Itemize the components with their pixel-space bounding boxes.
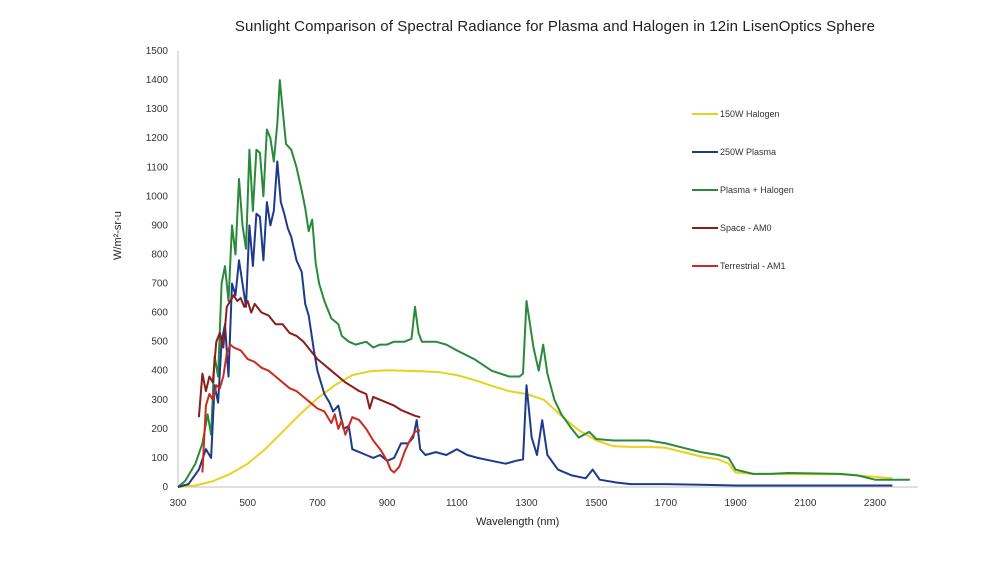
series-line-space-am0	[197, 294, 421, 419]
legend-label-terrestrial-am1: Terrestrial - AM1	[720, 261, 786, 271]
y-tick-label: 700	[151, 279, 168, 290]
y-tick-label: 500	[151, 337, 168, 348]
y-tick-label: 1500	[146, 46, 169, 57]
x-tick-label: 1500	[585, 498, 608, 509]
x-tick-label: 1900	[724, 498, 747, 509]
x-tick-label: 700	[309, 498, 326, 509]
axes: 0 100 200 300 400 500 600 700 800 900 1000 1100 1200…	[146, 46, 918, 509]
y-tick-label: 600	[151, 308, 168, 319]
series-lines	[177, 79, 910, 488]
y-tick-label: 0	[162, 482, 168, 493]
legend-label-space-am0: Space - AM0	[720, 223, 772, 233]
y-tick-label: 200	[151, 424, 168, 435]
x-tick-label: 2300	[864, 498, 887, 509]
y-tick-label: 1000	[146, 191, 169, 202]
legend-label-plasma-halogen: Plasma + Halogen	[720, 185, 794, 195]
series-line-terrestrial-am1	[201, 343, 421, 474]
y-tick-label: 1100	[146, 162, 168, 173]
y-tick-label: 900	[151, 220, 168, 231]
series-line-250w-plasma	[177, 160, 893, 488]
x-axis-label: Wavelength (nm)	[476, 516, 560, 528]
series-line-150w-halogen	[177, 369, 893, 488]
y-tick-label: 1200	[146, 133, 169, 144]
y-tick-label: 300	[151, 395, 168, 406]
legend-label-150w-halogen: 150W Halogen	[720, 109, 780, 119]
series-line-plasma-halogen	[177, 79, 910, 488]
y-tick-label: 100	[151, 453, 168, 464]
x-tick-label: 1300	[515, 498, 538, 509]
y-tick-label: 800	[151, 249, 168, 260]
y-tick-label: 1300	[146, 104, 169, 115]
x-tick-label: 500	[239, 498, 256, 509]
chart-title: Sunlight Comparison of Spectral Radiance…	[234, 18, 876, 35]
y-tick-label: 1400	[146, 75, 169, 86]
legend: 150W Halogen 250W Plasma Plasma + Halogen S…	[692, 109, 794, 271]
x-tick-label: 1100	[446, 498, 468, 509]
x-tick-label: 1700	[655, 498, 678, 509]
x-tick-label: 300	[170, 498, 187, 509]
x-tick-label: 2100	[794, 498, 817, 509]
legend-label-250w-plasma: 250W Plasma	[720, 147, 776, 157]
x-tick-label: 900	[379, 498, 396, 509]
y-tick-label: 400	[151, 366, 168, 377]
